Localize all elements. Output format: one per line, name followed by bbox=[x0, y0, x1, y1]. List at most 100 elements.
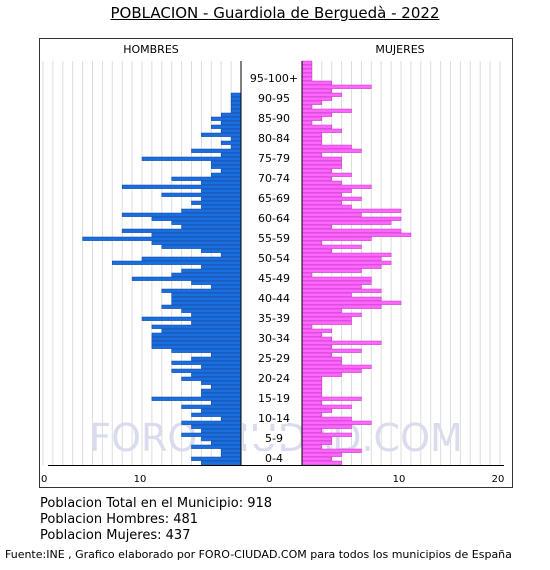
age-label-bg bbox=[244, 91, 288, 104]
age-label-bg bbox=[244, 391, 288, 404]
bar-hombres bbox=[201, 248, 242, 253]
bar-mujeres bbox=[301, 276, 372, 281]
age-label-bg bbox=[244, 371, 288, 384]
bar-mujeres bbox=[301, 364, 372, 369]
age-label: 25-29 bbox=[258, 352, 290, 365]
bar-hombres bbox=[230, 96, 242, 101]
bar-mujeres bbox=[301, 320, 352, 325]
bar-hombres bbox=[201, 204, 242, 209]
bar-mujeres bbox=[301, 100, 323, 105]
bar-hombres bbox=[220, 416, 242, 421]
bar-mujeres bbox=[301, 312, 362, 317]
bar-hombres bbox=[220, 448, 242, 453]
bar-hombres bbox=[220, 128, 242, 133]
women-population: Poblacion Mujeres: 437 bbox=[40, 528, 191, 543]
bar-hombres bbox=[211, 384, 242, 389]
bar-hombres bbox=[131, 276, 242, 281]
bar-hombres bbox=[211, 440, 242, 445]
bar-mujeres bbox=[301, 448, 362, 453]
age-label: 30-34 bbox=[258, 332, 290, 345]
bar-mujeres bbox=[301, 424, 352, 429]
bar-mujeres bbox=[301, 68, 313, 73]
bar-mujeres bbox=[301, 288, 382, 293]
bar-hombres bbox=[220, 120, 242, 125]
chart-title: POBLACION - Guardiola de Berguedà - 2022 bbox=[110, 4, 440, 22]
population-pyramid: FORO-CIUDAD.COM0-45-910-1415-1920-2425-2… bbox=[40, 43, 504, 485]
age-label: 90-95 bbox=[258, 92, 290, 105]
bar-mujeres bbox=[301, 172, 352, 177]
age-label-bg bbox=[244, 351, 288, 364]
bar-hombres bbox=[230, 108, 242, 113]
bar-mujeres bbox=[301, 328, 332, 333]
bar-hombres bbox=[151, 240, 242, 245]
bar-hombres bbox=[201, 428, 242, 433]
bar-hombres bbox=[151, 336, 242, 341]
bar-mujeres bbox=[301, 76, 313, 81]
bar-mujeres bbox=[301, 120, 313, 125]
bar-mujeres bbox=[301, 416, 352, 421]
bar-mujeres bbox=[301, 112, 332, 117]
bar-mujeres bbox=[301, 168, 332, 173]
age-label: 85-90 bbox=[258, 112, 290, 125]
age-label-bg bbox=[244, 291, 288, 304]
bar-mujeres bbox=[301, 104, 313, 109]
bar-hombres bbox=[191, 148, 242, 153]
bar-mujeres bbox=[301, 348, 362, 353]
bar-mujeres bbox=[301, 260, 392, 265]
bar-mujeres bbox=[301, 96, 332, 101]
age-label: 15-19 bbox=[258, 392, 290, 405]
bar-mujeres bbox=[301, 404, 352, 409]
mujeres-label: MUJERES bbox=[375, 43, 424, 56]
bar-hombres bbox=[191, 320, 242, 325]
age-label: 35-39 bbox=[258, 312, 290, 325]
bar-mujeres bbox=[301, 84, 372, 89]
bar-mujeres bbox=[301, 440, 332, 445]
x-tick-label: 20 bbox=[40, 474, 47, 485]
age-label: 45-49 bbox=[258, 272, 290, 285]
bar-mujeres bbox=[301, 432, 352, 437]
bar-mujeres bbox=[301, 256, 382, 261]
age-label-bg bbox=[244, 171, 288, 184]
age-label: 40-44 bbox=[258, 292, 290, 305]
source-note: Fuente:INE , Grafico elaborado por FORO-… bbox=[5, 548, 512, 561]
bar-mujeres bbox=[301, 64, 313, 69]
bar-hombres bbox=[161, 244, 242, 249]
bar-hombres bbox=[181, 432, 242, 437]
bar-hombres bbox=[220, 112, 242, 117]
bar-mujeres bbox=[301, 356, 342, 361]
age-label-bg bbox=[244, 111, 288, 124]
bar-hombres bbox=[220, 152, 242, 157]
bar-hombres bbox=[121, 212, 242, 217]
bar-mujeres bbox=[301, 212, 362, 217]
age-label: 80-84 bbox=[258, 132, 290, 145]
bar-mujeres bbox=[301, 252, 392, 257]
age-label: 10-14 bbox=[258, 412, 290, 425]
bar-hombres bbox=[211, 116, 242, 121]
bar-hombres bbox=[181, 420, 242, 425]
bar-mujeres bbox=[301, 460, 342, 465]
bar-hombres bbox=[201, 460, 242, 465]
bar-hombres bbox=[151, 232, 242, 237]
bar-hombres bbox=[82, 236, 242, 241]
bar-mujeres bbox=[301, 388, 323, 393]
bar-hombres bbox=[171, 348, 242, 353]
bar-hombres bbox=[171, 220, 242, 225]
bar-mujeres bbox=[301, 300, 402, 305]
bar-mujeres bbox=[301, 396, 362, 401]
bar-mujeres bbox=[301, 240, 323, 245]
bar-mujeres bbox=[301, 248, 332, 253]
bar-mujeres bbox=[301, 116, 323, 121]
bar-hombres bbox=[201, 392, 242, 397]
bar-mujeres bbox=[301, 88, 332, 93]
x-tick-label: 0 bbox=[266, 474, 272, 485]
bar-mujeres bbox=[301, 236, 372, 241]
age-label: 60-64 bbox=[258, 212, 290, 225]
age-label-bg bbox=[244, 151, 288, 164]
bar-mujeres bbox=[301, 244, 362, 249]
bar-hombres bbox=[171, 292, 242, 297]
bar-hombres bbox=[181, 404, 242, 409]
bar-mujeres bbox=[301, 228, 402, 233]
age-label: 65-69 bbox=[258, 192, 290, 205]
bar-hombres bbox=[201, 196, 242, 201]
bar-hombres bbox=[191, 412, 242, 417]
